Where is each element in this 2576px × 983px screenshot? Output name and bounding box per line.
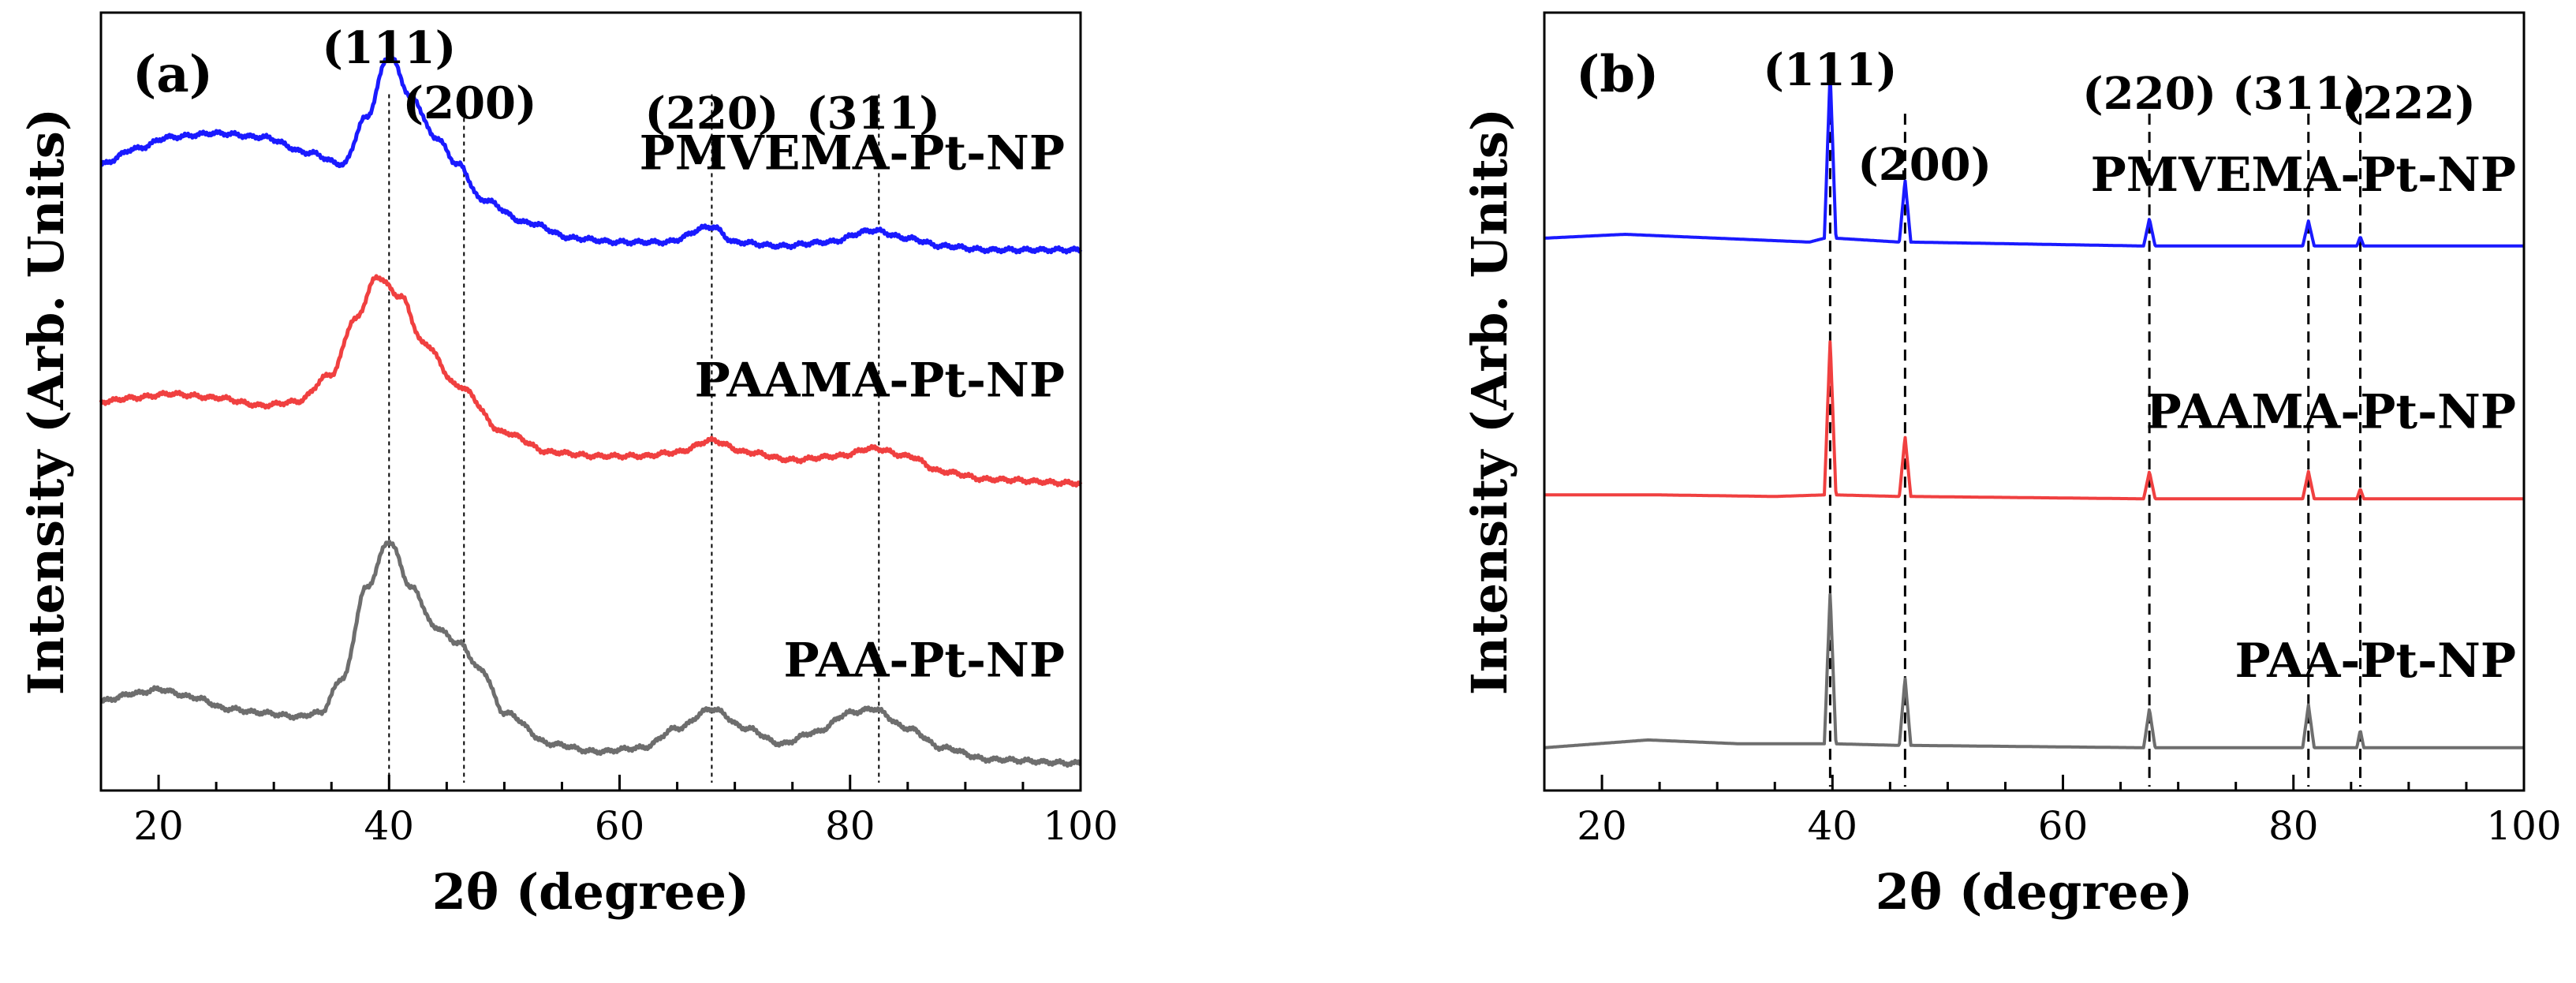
x-tick-label-20: 20 <box>133 803 184 849</box>
panel-title: (b) <box>1576 45 1659 104</box>
panel-a-xrd-chart: 20 40 60 80 100 2θ (degree) Intensity (Arb. Un… <box>17 11 1118 921</box>
peak-label-311: (311) <box>806 88 940 140</box>
peak-label-200: (200) <box>1857 139 1992 191</box>
series-line-paama-pt-np <box>99 274 1083 488</box>
peak-label-200: (200) <box>403 77 537 129</box>
series-label-pmvema-pt-np: PMVEMA-Pt-NP <box>2091 148 2516 203</box>
series-line-paa-pt-np <box>1544 592 2525 749</box>
series-label-paama-pt-np: PAAMA-Pt-NP <box>2146 384 2516 439</box>
x-tick-label-40: 40 <box>1807 803 1857 849</box>
y-axis-label: Intensity (Arb. Units) <box>17 108 75 695</box>
series-label-pmvema-pt-np: PMVEMA-Pt-NP <box>640 126 1065 181</box>
peak-label-220: (220) <box>2082 68 2216 120</box>
x-axis-label: 2θ (degree) <box>1876 863 2193 921</box>
series-line-pmvema-pt-np <box>99 53 1083 255</box>
x-tick-label-80: 80 <box>2268 803 2319 849</box>
y-axis-label: Intensity (Arb. Units) <box>1461 108 1518 695</box>
peak-label-111: (111) <box>322 22 456 74</box>
series-label-paama-pt-np: PAAMA-Pt-NP <box>695 353 1065 409</box>
series-label-paa-pt-np: PAA-Pt-NP <box>784 633 1065 688</box>
x-tick-label-60: 60 <box>595 803 645 849</box>
series-line-paa-pt-np <box>99 540 1082 768</box>
x-axis-label: 2θ (degree) <box>432 863 749 921</box>
series-line-paama-pt-np <box>1544 340 2525 501</box>
plot-frame <box>1543 11 2526 792</box>
panel-b-xrd-chart: 20 40 60 80 100 2θ (degree) Intensity (Arb. Un… <box>1461 11 2562 921</box>
peak-label-222: (222) <box>2342 77 2476 129</box>
x-tick-label-100: 100 <box>2486 803 2561 849</box>
plot-frame <box>99 11 1082 792</box>
panel-title: (a) <box>133 45 213 104</box>
series-line-pmvema-pt-np <box>1544 72 2525 248</box>
x-tick-label-80: 80 <box>825 803 875 849</box>
x-tick-label-100: 100 <box>1043 803 1118 849</box>
peak-label-220: (220) <box>644 88 778 140</box>
x-tick-label-60: 60 <box>2038 803 2089 849</box>
x-tick-label-40: 40 <box>364 803 414 849</box>
peak-label-311: (311) <box>2232 68 2366 120</box>
series-label-paa-pt-np: PAA-Pt-NP <box>2235 634 2516 689</box>
x-tick-label-20: 20 <box>1577 803 1627 849</box>
peak-label-111: (111) <box>1763 44 1897 96</box>
